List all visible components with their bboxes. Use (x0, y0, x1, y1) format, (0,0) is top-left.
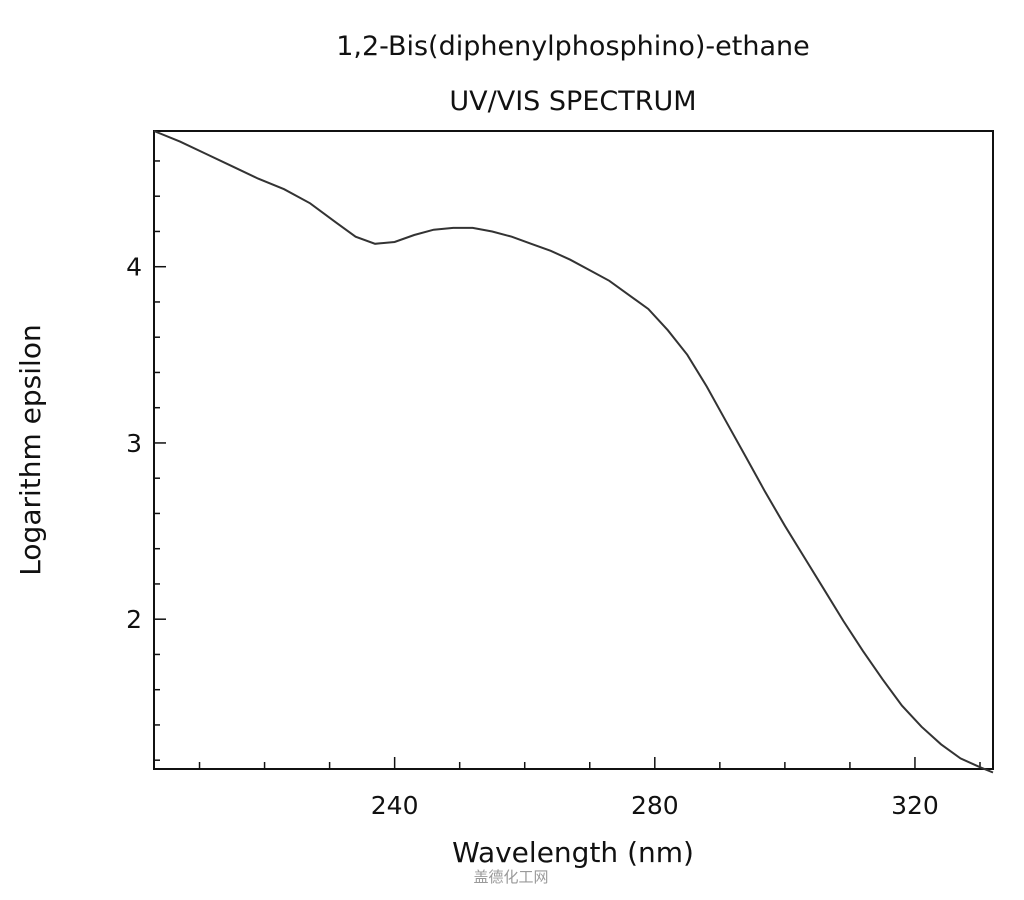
x-tick-label: 320 (891, 791, 939, 820)
y-tick-label: 3 (126, 429, 142, 458)
spectrum-line (153, 130, 994, 774)
axis-tick-labels: 240 280 320 2 3 4 (126, 253, 939, 820)
watermark-text: 盖德化工网 (473, 868, 548, 886)
y-axis-label: Logarithm epsilon (14, 324, 47, 575)
x-tick-label: 280 (631, 791, 679, 820)
plot-frame (153, 130, 994, 770)
x-tick-label: 240 (371, 791, 419, 820)
axis-ticks (154, 160, 981, 769)
y-tick-label: 2 (126, 605, 142, 634)
y-tick-label: 4 (126, 253, 142, 282)
x-axis-label: Wavelength (nm) (452, 836, 694, 869)
chart-subtitle: UV/VIS SPECTRUM (449, 86, 696, 117)
chart-title: 1,2-Bis(diphenylphosphino)-ethane (336, 31, 810, 62)
